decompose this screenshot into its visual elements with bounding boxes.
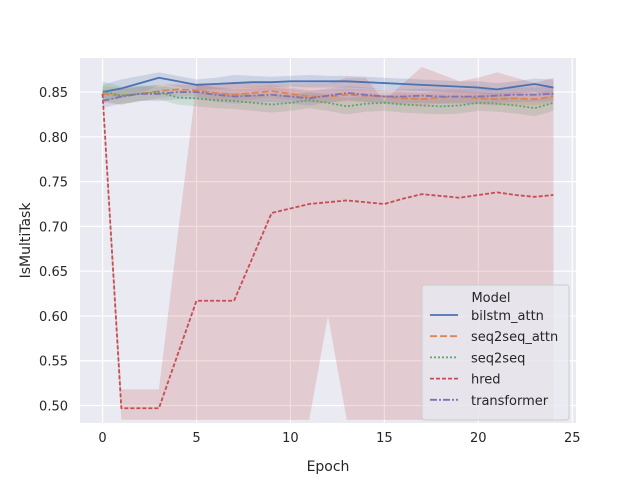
x-axis-label: Epoch: [307, 459, 350, 475]
legend-label-seq2seq_attn: seq2seq_attn: [471, 330, 558, 345]
legend-title: Model: [471, 291, 510, 306]
y-tick-label: 0.70: [39, 220, 68, 235]
y-tick-label: 0.60: [39, 310, 68, 325]
legend-label-bilstm_attn: bilstm_attn: [471, 309, 544, 324]
series-lines: [101, 76, 554, 410]
x-tick-label: 20: [470, 431, 487, 446]
legend-box: [421, 284, 570, 421]
y-tick-label: 0.75: [39, 176, 68, 191]
legend-items: bilstm_attn seq2seq_attn seq2seq hred transf…: [430, 309, 558, 409]
y-tick-label: 0.80: [39, 131, 68, 146]
line-transformer: [102, 91, 554, 102]
grid-lines: [80, 58, 576, 423]
x-tick-label: 15: [376, 431, 393, 446]
band-seq2seq_attn: [102, 83, 554, 106]
y-axis-ticks: 0.50 0.55 0.60 0.65 0.70 0.75 0.80 0.85: [39, 86, 68, 414]
legend-label-hred: hred: [471, 373, 501, 388]
y-axis-label: IsMultiTask: [18, 202, 34, 279]
line-hred: [101, 93, 554, 410]
legend-label-seq2seq: seq2seq: [471, 351, 525, 366]
y-tick-label: 0.85: [39, 86, 68, 101]
x-tick-label: 10: [282, 431, 299, 446]
band-bilstm_attn: [102, 72, 554, 101]
y-tick-label: 0.65: [39, 265, 68, 280]
x-tick-label: 0: [98, 431, 106, 446]
y-tick-label: 0.55: [39, 355, 68, 370]
x-tick-label: 5: [192, 431, 200, 446]
y-tick-label: 0.50: [39, 400, 68, 415]
x-axis-ticks: 0 5 10 15 20 25: [98, 431, 580, 446]
line-bilstm_attn: [102, 76, 554, 93]
legend-label-transformer: transformer: [471, 394, 549, 409]
line-seq2seq: [102, 90, 554, 110]
legend: Model bilstm_attn seq2seq_attn seq2seq hred…: [421, 284, 570, 421]
band-seq2seq: [102, 81, 554, 117]
x-tick-label: 25: [564, 431, 581, 446]
